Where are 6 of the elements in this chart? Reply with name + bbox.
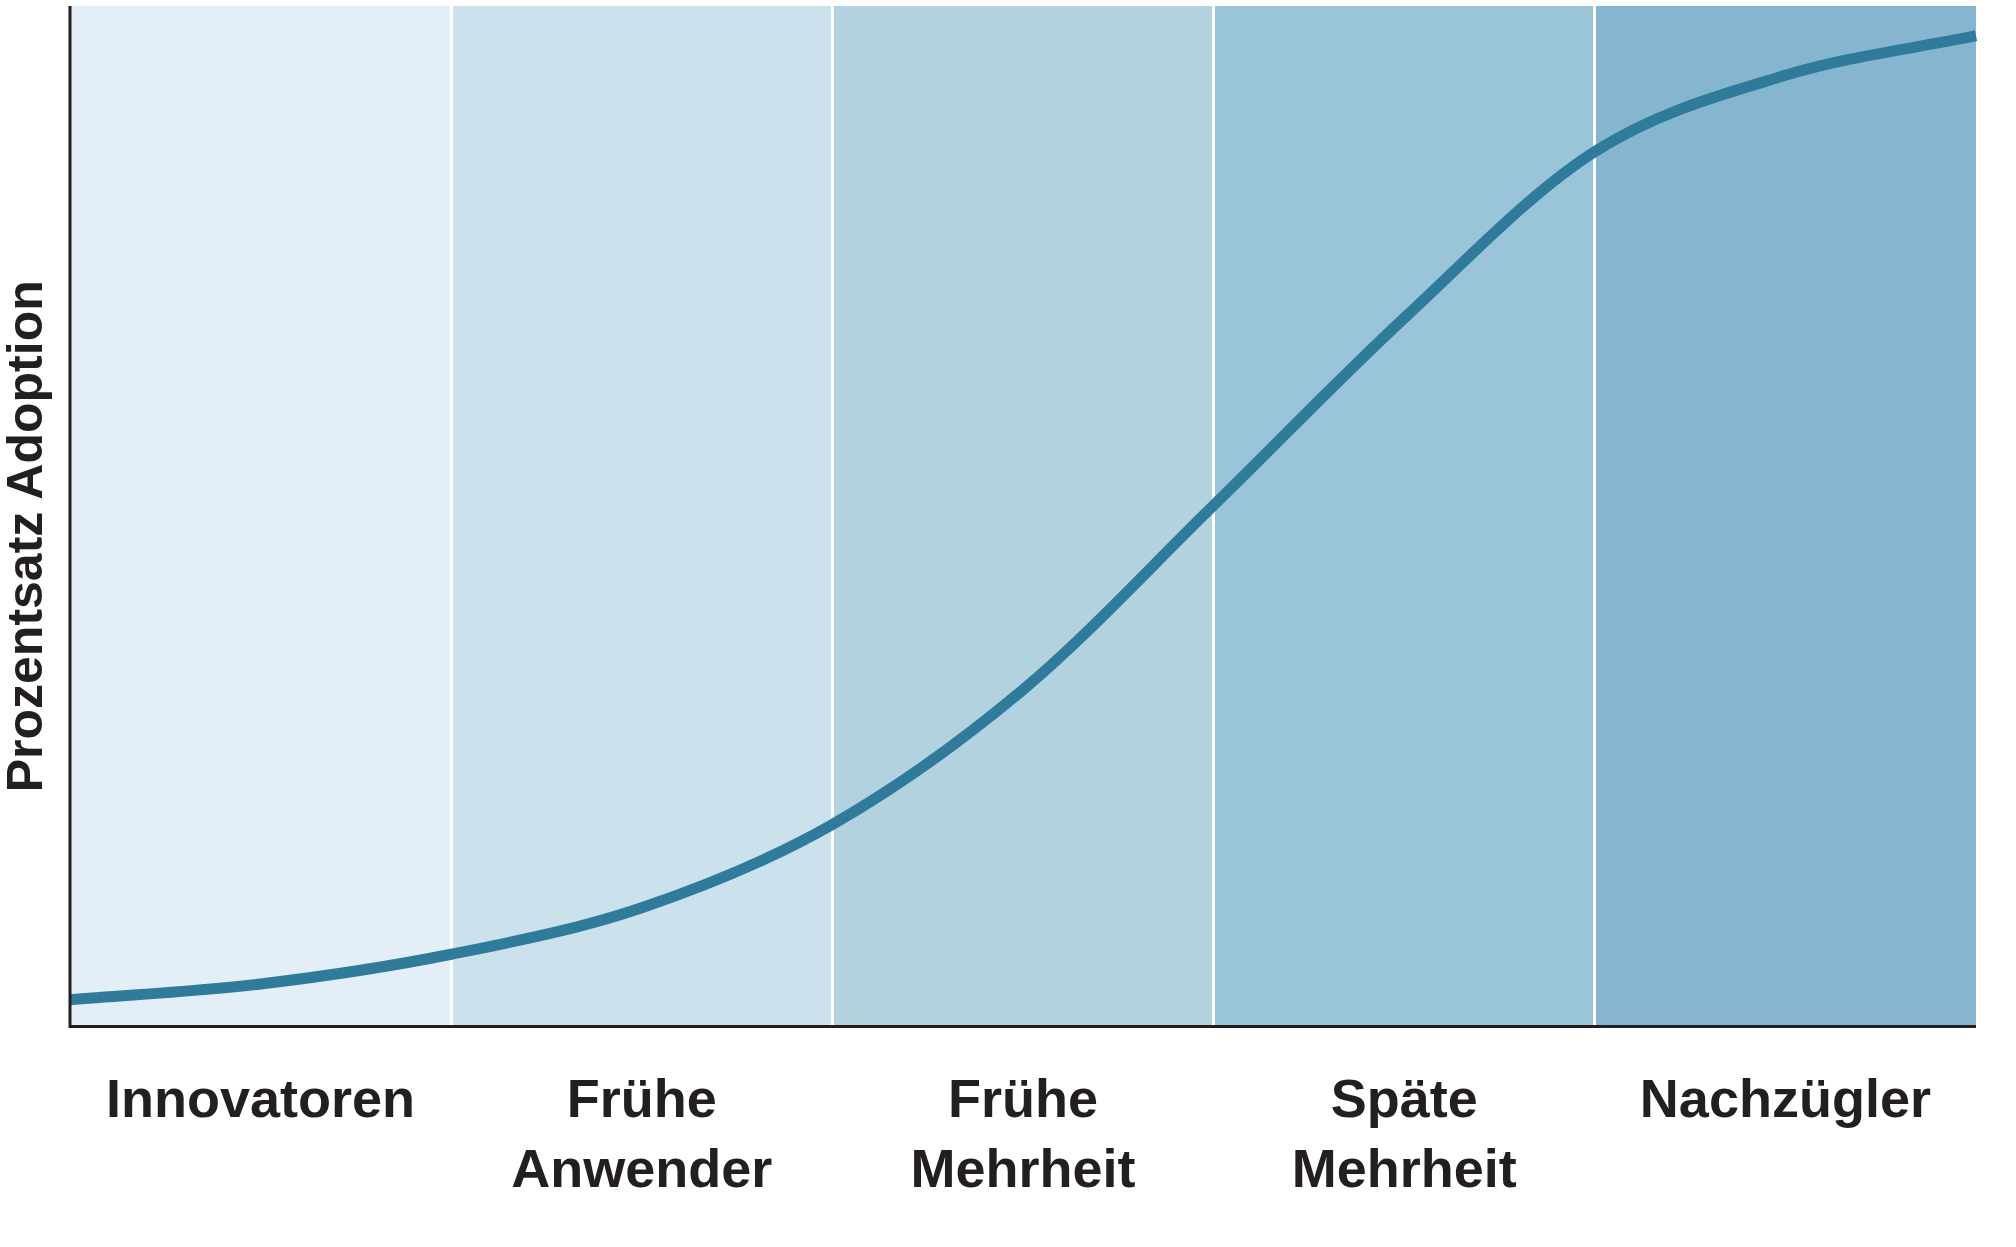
x-tick-label: Frühe Mehrheit <box>910 1067 1136 1198</box>
y-axis-title: Prozentsatz Adoption <box>0 280 53 793</box>
x-tick-label: Innovatoren <box>106 1067 416 1128</box>
x-tick-label: Nachzügler <box>1639 1067 1931 1128</box>
x-tick-label: Frühe Anwender <box>511 1067 773 1198</box>
x-tick-label: Späte Mehrheit <box>1291 1067 1517 1198</box>
